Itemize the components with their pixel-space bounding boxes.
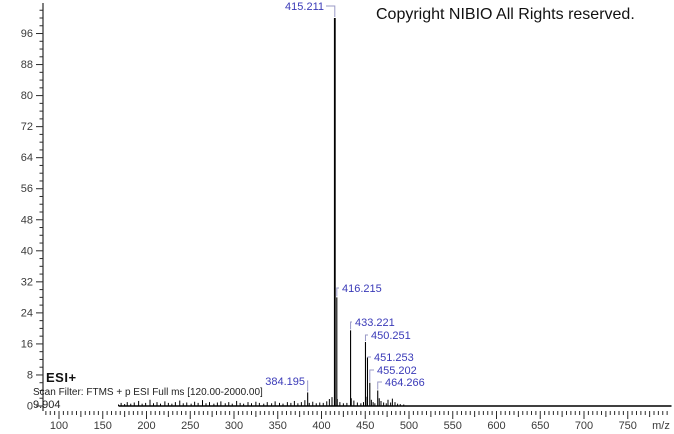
svg-text:350: 350: [269, 420, 287, 432]
svg-text:40: 40: [21, 245, 33, 257]
x-axis-ticks: [45, 411, 668, 419]
svg-text:150: 150: [94, 420, 112, 432]
peak-label-leader: [377, 381, 382, 390]
scan-filter-label: Scan Filter: FTMS + p ESI Full ms [120.0…: [33, 387, 263, 398]
axes: [36, 3, 44, 411]
labeled-peaks: [307, 18, 379, 407]
svg-text:450: 450: [356, 420, 374, 432]
peak-label-leader: [350, 321, 352, 330]
peak-label: 415.211: [285, 1, 324, 13]
y-axis-labels: 0 8 16 24 32 40 48 56 64 72 80 88 96: [21, 28, 33, 412]
peak-label-leader: [364, 334, 368, 341]
peak-label: 451.253: [374, 352, 414, 364]
svg-text:100: 100: [50, 420, 68, 432]
svg-text:500: 500: [400, 420, 418, 432]
peak-label: 464.266: [385, 377, 425, 389]
svg-text:0: 0: [27, 401, 33, 413]
svg-text:56: 56: [21, 183, 33, 195]
peak-label: 384.195: [265, 376, 305, 388]
peak-label: 433.221: [355, 317, 395, 329]
svg-text:16: 16: [21, 338, 33, 350]
retention-time-label: 9.904: [33, 399, 61, 411]
svg-text:600: 600: [487, 420, 505, 432]
svg-text:250: 250: [181, 420, 199, 432]
x-axis-labels: 100 150 200 250 300 350 400 450 500 550 600 650 700 7…: [50, 420, 670, 432]
peak-label-leader: [336, 287, 339, 297]
svg-text:64: 64: [21, 152, 33, 164]
svg-text:700: 700: [575, 420, 593, 432]
svg-text:72: 72: [21, 121, 33, 133]
x-axis-unit-label: m/z: [652, 420, 670, 432]
peak-label: 450.251: [371, 330, 411, 342]
svg-text:80: 80: [21, 90, 33, 102]
svg-text:300: 300: [225, 420, 243, 432]
minor-peaks: [118, 396, 405, 406]
svg-text:32: 32: [21, 276, 33, 288]
svg-text:8: 8: [27, 369, 33, 381]
copyright-text: Copyright NIBIO All Rights reserved.: [376, 6, 635, 23]
peak-label-leader: [369, 369, 374, 382]
svg-text:88: 88: [21, 59, 33, 71]
svg-text:400: 400: [312, 420, 330, 432]
peak-label: 455.202: [377, 365, 417, 377]
svg-text:750: 750: [619, 420, 637, 432]
svg-text:48: 48: [21, 214, 33, 226]
ionization-mode-label: ESI+: [46, 370, 77, 385]
svg-text:200: 200: [137, 420, 155, 432]
peak-label-leader: [326, 5, 336, 17]
peak-label-leader: [307, 380, 309, 392]
svg-text:24: 24: [21, 307, 33, 319]
peak-label: 416.215: [342, 283, 382, 295]
svg-text:650: 650: [531, 420, 549, 432]
svg-text:550: 550: [444, 420, 462, 432]
svg-text:96: 96: [21, 28, 33, 40]
